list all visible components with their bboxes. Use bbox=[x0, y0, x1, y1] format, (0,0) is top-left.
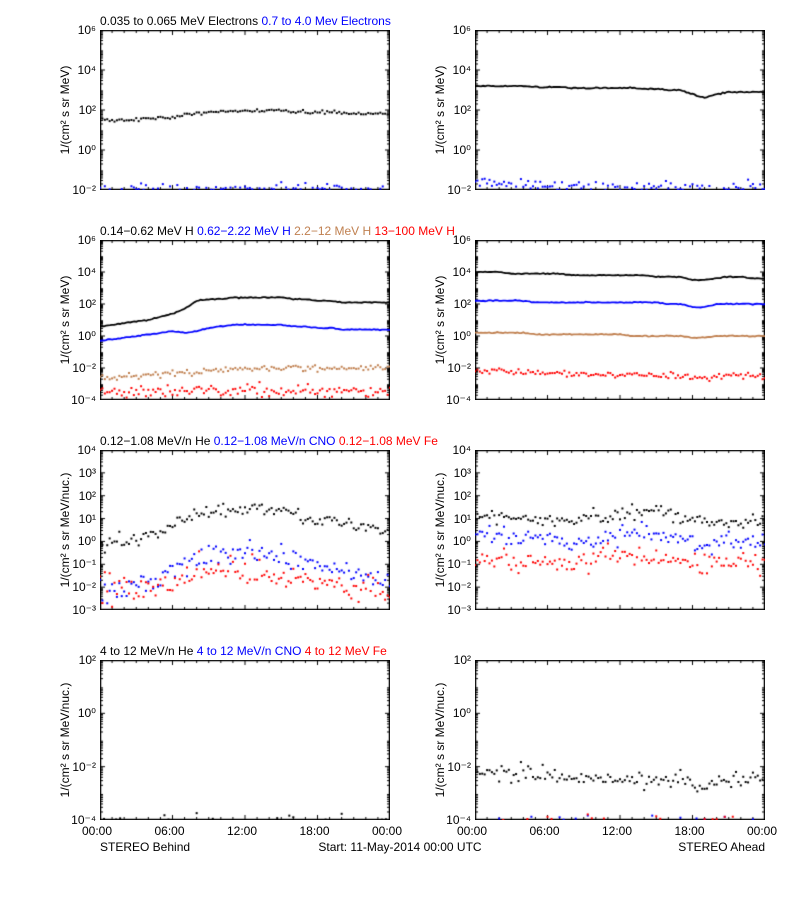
x-tick-label: 00:00 bbox=[372, 824, 402, 838]
y-tick-label: 10⁴ bbox=[77, 265, 96, 279]
row-title-seg: 0.7 to 4.0 Mev Electrons bbox=[258, 14, 391, 28]
y-tick-label: 10⁰ bbox=[453, 706, 471, 720]
y-tick-label: 10² bbox=[79, 297, 96, 311]
y-tick-label: 10⁻² bbox=[447, 361, 471, 375]
x-tick-label: 18:00 bbox=[300, 824, 330, 838]
row-title-seg: 0.14−0.62 MeV H bbox=[100, 224, 194, 238]
y-tick-label: 10⁰ bbox=[453, 143, 471, 157]
row-title-seg: 0.12−1.08 MeV/n He bbox=[100, 434, 210, 448]
y-tick-label: 10³ bbox=[79, 466, 96, 480]
row-title: 4 to 12 MeV/n He 4 to 12 MeV/n CNO 4 to … bbox=[100, 644, 387, 658]
panel-right bbox=[475, 240, 765, 400]
y-tick-label: 10⁴ bbox=[452, 443, 471, 457]
y-tick-label: 10³ bbox=[454, 466, 471, 480]
y-tick-label: 10¹ bbox=[79, 512, 96, 526]
y-tick-label: 10⁰ bbox=[453, 329, 471, 343]
y-tick-label: 10⁶ bbox=[453, 233, 471, 247]
y-tick-label: 10⁰ bbox=[453, 534, 471, 548]
footer-right: STEREO Ahead bbox=[678, 840, 765, 854]
row-title-seg: 13−100 MeV H bbox=[371, 224, 455, 238]
y-tick-label: 10⁻² bbox=[447, 760, 471, 774]
y-axis-label: 1/(cm² s sr MeV) bbox=[433, 240, 447, 400]
row-title: 0.14−0.62 MeV H 0.62−2.22 MeV H 2.2−12 M… bbox=[100, 224, 455, 238]
row-title-seg: 4 to 12 MeV/n He bbox=[100, 644, 193, 658]
y-tick-label: 10² bbox=[454, 103, 471, 117]
x-tick-label: 12:00 bbox=[227, 824, 257, 838]
y-tick-label: 10² bbox=[454, 489, 471, 503]
y-tick-label: 10⁰ bbox=[78, 143, 96, 157]
y-tick-label: 10⁴ bbox=[77, 443, 96, 457]
y-tick-label: 10⁻² bbox=[447, 580, 471, 594]
y-tick-label: 10⁴ bbox=[452, 265, 471, 279]
y-axis-label: 1/(cm² s sr MeV/nuc.) bbox=[433, 660, 447, 820]
panel-left bbox=[100, 240, 390, 400]
row-title-seg: 0.035 to 0.065 MeV Electrons bbox=[100, 14, 258, 28]
y-tick-label: 10⁻² bbox=[72, 760, 96, 774]
y-tick-label: 10⁰ bbox=[78, 706, 96, 720]
y-tick-label: 10⁴ bbox=[452, 63, 471, 77]
y-tick-label: 10⁻¹ bbox=[72, 557, 96, 571]
row-title: 0.035 to 0.065 MeV Electrons 0.7 to 4.0 … bbox=[100, 14, 391, 28]
y-tick-label: 10⁶ bbox=[453, 23, 471, 37]
row-title-seg: 0.62−2.22 MeV H bbox=[194, 224, 291, 238]
row-title-seg: 2.2−12 MeV H bbox=[291, 224, 371, 238]
panel-left bbox=[100, 30, 390, 190]
row-title: 0.12−1.08 MeV/n He 0.12−1.08 MeV/n CNO 0… bbox=[100, 434, 438, 448]
y-axis-label: 1/(cm² s sr MeV) bbox=[433, 30, 447, 190]
y-tick-label: 10⁻² bbox=[72, 183, 96, 197]
x-tick-label: 00:00 bbox=[747, 824, 777, 838]
y-tick-label: 10⁴ bbox=[77, 63, 96, 77]
y-axis-label: 1/(cm² s sr MeV/nuc.) bbox=[58, 660, 72, 820]
y-tick-label: 10⁻³ bbox=[72, 603, 96, 617]
row-title-seg: 0.12−1.08 MeV Fe bbox=[336, 434, 438, 448]
x-tick-label: 06:00 bbox=[530, 824, 560, 838]
y-tick-label: 10⁰ bbox=[78, 329, 96, 343]
y-tick-label: 10⁻² bbox=[72, 361, 96, 375]
row-title-seg: 4 to 12 MeV Fe bbox=[301, 644, 386, 658]
y-tick-label: 10⁶ bbox=[78, 23, 96, 37]
y-tick-label: 10² bbox=[454, 653, 471, 667]
y-tick-label: 10² bbox=[454, 297, 471, 311]
y-axis-label: 1/(cm² s sr MeV/nuc.) bbox=[433, 450, 447, 610]
y-tick-label: 10² bbox=[79, 103, 96, 117]
panel-right bbox=[475, 660, 765, 820]
y-axis-label: 1/(cm² s sr MeV) bbox=[58, 240, 72, 400]
y-tick-label: 10⁰ bbox=[78, 534, 96, 548]
y-tick-label: 10⁶ bbox=[78, 233, 96, 247]
panel-left bbox=[100, 660, 390, 820]
x-tick-label: 18:00 bbox=[675, 824, 705, 838]
x-tick-label: 00:00 bbox=[82, 824, 112, 838]
panel-left bbox=[100, 450, 390, 610]
y-axis-label: 1/(cm² s sr MeV/nuc.) bbox=[58, 450, 72, 610]
x-tick-label: 12:00 bbox=[602, 824, 632, 838]
y-tick-label: 10² bbox=[79, 489, 96, 503]
y-tick-label: 10⁻² bbox=[72, 580, 96, 594]
y-tick-label: 10⁻³ bbox=[447, 603, 471, 617]
panel-right bbox=[475, 30, 765, 190]
y-tick-label: 10⁻² bbox=[447, 183, 471, 197]
x-tick-label: 00:00 bbox=[457, 824, 487, 838]
row-title-seg: 4 to 12 MeV/n CNO bbox=[193, 644, 301, 658]
y-axis-label: 1/(cm² s sr MeV) bbox=[58, 30, 72, 190]
y-tick-label: 10⁻¹ bbox=[447, 557, 471, 571]
row-title-seg: 0.12−1.08 MeV/n CNO bbox=[210, 434, 335, 448]
x-tick-label: 06:00 bbox=[155, 824, 185, 838]
y-tick-label: 10⁻⁴ bbox=[71, 393, 96, 407]
y-tick-label: 10⁻⁴ bbox=[446, 393, 471, 407]
panel-right bbox=[475, 450, 765, 610]
y-tick-label: 10² bbox=[79, 653, 96, 667]
y-tick-label: 10¹ bbox=[454, 512, 471, 526]
